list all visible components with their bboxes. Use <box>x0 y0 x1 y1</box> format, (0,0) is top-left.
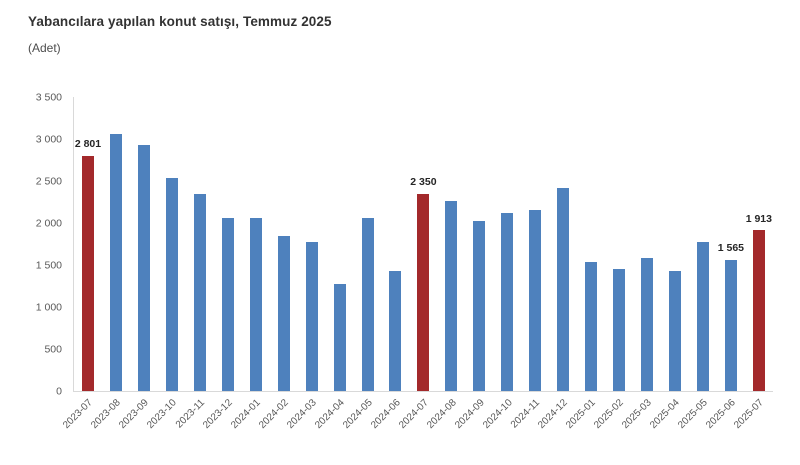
x-axis-label: 2023-07 <box>61 397 96 432</box>
bar-slot: 2023-09 <box>117 97 158 431</box>
y-tick-label: 0 <box>56 384 62 397</box>
bar-2025-07[interactable] <box>752 230 765 391</box>
bar-2024-02[interactable] <box>277 236 290 391</box>
x-axis-label: 2025-02 <box>592 397 627 432</box>
y-tick-label: 1 500 <box>35 258 62 271</box>
x-axis-label: 2025-03 <box>620 397 655 432</box>
bar-slot: 2023-10 <box>145 97 186 431</box>
y-tick-label: 3 500 <box>35 90 62 103</box>
x-axis-label: 2024-05 <box>340 397 375 432</box>
x-axis-label: 2024-11 <box>509 397 543 431</box>
bar-2024-01[interactable] <box>249 218 262 391</box>
bar-2023-12[interactable] <box>221 218 234 391</box>
bar-value-label: 1 913 <box>745 212 772 225</box>
bar-2025-04[interactable] <box>668 270 681 391</box>
y-tick-label: 3 000 <box>35 132 62 145</box>
chart-title: Yabancılara yapılan konut satışı, Temmuz… <box>28 14 332 29</box>
x-axis-label: 2025-05 <box>676 397 711 432</box>
bar-2023-11[interactable] <box>193 194 206 391</box>
bar-2023-07[interactable] <box>81 155 94 391</box>
x-axis-label: 2025-07 <box>732 397 766 432</box>
bar-2023-08[interactable] <box>109 134 122 391</box>
bar-slot: 2024-09 <box>453 97 493 431</box>
y-tick-label: 2 500 <box>35 174 62 187</box>
bar-slot: 2024-01 <box>229 97 270 431</box>
bar-2024-06[interactable] <box>389 270 402 391</box>
bar-2025-01[interactable] <box>585 261 598 391</box>
x-axis-label: 2024-12 <box>536 397 571 432</box>
bar-2025-06[interactable] <box>724 259 737 391</box>
x-axis-label: 2024-08 <box>424 397 459 432</box>
bar-slot: 2024-04 <box>313 97 354 431</box>
plot-area: 2 801 2023-07 2023-08 2023-09 2023-10 2023-11… <box>61 97 773 431</box>
bar-slot: 2024-08 <box>425 97 465 431</box>
bar-slot: 2024-12 <box>537 97 577 431</box>
bar-2024-08[interactable] <box>445 201 458 391</box>
bar-value-label: 2 801 <box>74 138 102 151</box>
x-axis-label: 2023-12 <box>201 397 235 432</box>
x-axis-label: 2025-06 <box>704 397 738 432</box>
bar-slot: 2024-02 <box>257 97 298 431</box>
bar-slot: 2025-04 <box>648 97 689 431</box>
x-axis-label: 2024-07 <box>396 397 431 432</box>
x-axis-label: 2024-01 <box>229 397 263 432</box>
bar-2025-05[interactable] <box>696 242 709 391</box>
x-axis-label: 2024-09 <box>452 397 487 432</box>
bar-slot: 2025-02 <box>592 97 633 431</box>
bar-2023-09[interactable] <box>137 144 150 391</box>
bar-slot: 2023-11 <box>174 97 214 431</box>
x-axis-label: 2025-01 <box>564 397 599 432</box>
bar-2025-02[interactable] <box>613 269 626 391</box>
x-axis-label: 2024-06 <box>368 397 403 432</box>
x-axis-label: 2024-03 <box>284 397 319 432</box>
bar-slot: 1 565 2025-06 <box>704 97 745 431</box>
bar-value-label: 1 565 <box>717 242 745 254</box>
bar-2024-03[interactable] <box>305 242 318 391</box>
chart-subtitle: (Adet) <box>28 41 61 55</box>
x-axis-label: 2023-11 <box>173 397 207 431</box>
bar-slot: 2025-05 <box>676 97 717 431</box>
bar-2024-05[interactable] <box>361 218 374 391</box>
x-axis-label: 2023-10 <box>145 397 179 432</box>
y-axis: 0 500 1 000 1 500 2 000 2 500 3 000 3 500 <box>0 92 62 396</box>
bar-slot: 2024-10 <box>481 97 521 431</box>
bar-2024-09[interactable] <box>473 221 486 391</box>
bar-2024-07[interactable] <box>417 193 430 391</box>
bar-value-label: 2 350 <box>410 176 437 189</box>
bar-slot: 2024-03 <box>285 97 326 431</box>
bar-2024-04[interactable] <box>333 284 346 391</box>
x-axis-label: 2024-04 <box>312 397 347 432</box>
bar-slot: 1 913 2025-07 <box>732 97 773 431</box>
bar-slot: 2023-08 <box>89 97 130 431</box>
bar-2024-12[interactable] <box>557 187 570 391</box>
bar-slot: 2024-11 <box>509 97 549 431</box>
x-axis-label: 2024-10 <box>480 397 515 432</box>
bar-slot: 2024-05 <box>341 97 382 431</box>
y-tick-label: 500 <box>44 342 62 355</box>
x-axis-label: 2024-02 <box>256 397 291 432</box>
bar-slot: 2025-01 <box>564 97 605 431</box>
bar-2024-10[interactable] <box>501 212 514 391</box>
bar-2025-03[interactable] <box>641 258 654 391</box>
bar-2024-11[interactable] <box>529 209 542 391</box>
bar-slot: 2024-06 <box>369 97 409 431</box>
x-axis-label: 2023-09 <box>117 397 151 432</box>
bar-2023-10[interactable] <box>165 177 178 391</box>
y-tick-label: 1 000 <box>35 300 62 313</box>
x-axis-label: 2025-04 <box>648 397 683 432</box>
y-tick-label: 2 000 <box>35 216 62 229</box>
x-axis-label: 2023-08 <box>89 397 124 432</box>
bar-slot: 2025-03 <box>620 97 661 431</box>
bar-slot: 2023-12 <box>201 97 242 431</box>
bar-slot: 2 801 2023-07 <box>61 97 102 431</box>
bar-slot: 2 350 2024-07 <box>397 97 437 431</box>
bars-container: 2 801 2023-07 2023-08 2023-09 2023-10 2023-11… <box>61 97 773 431</box>
